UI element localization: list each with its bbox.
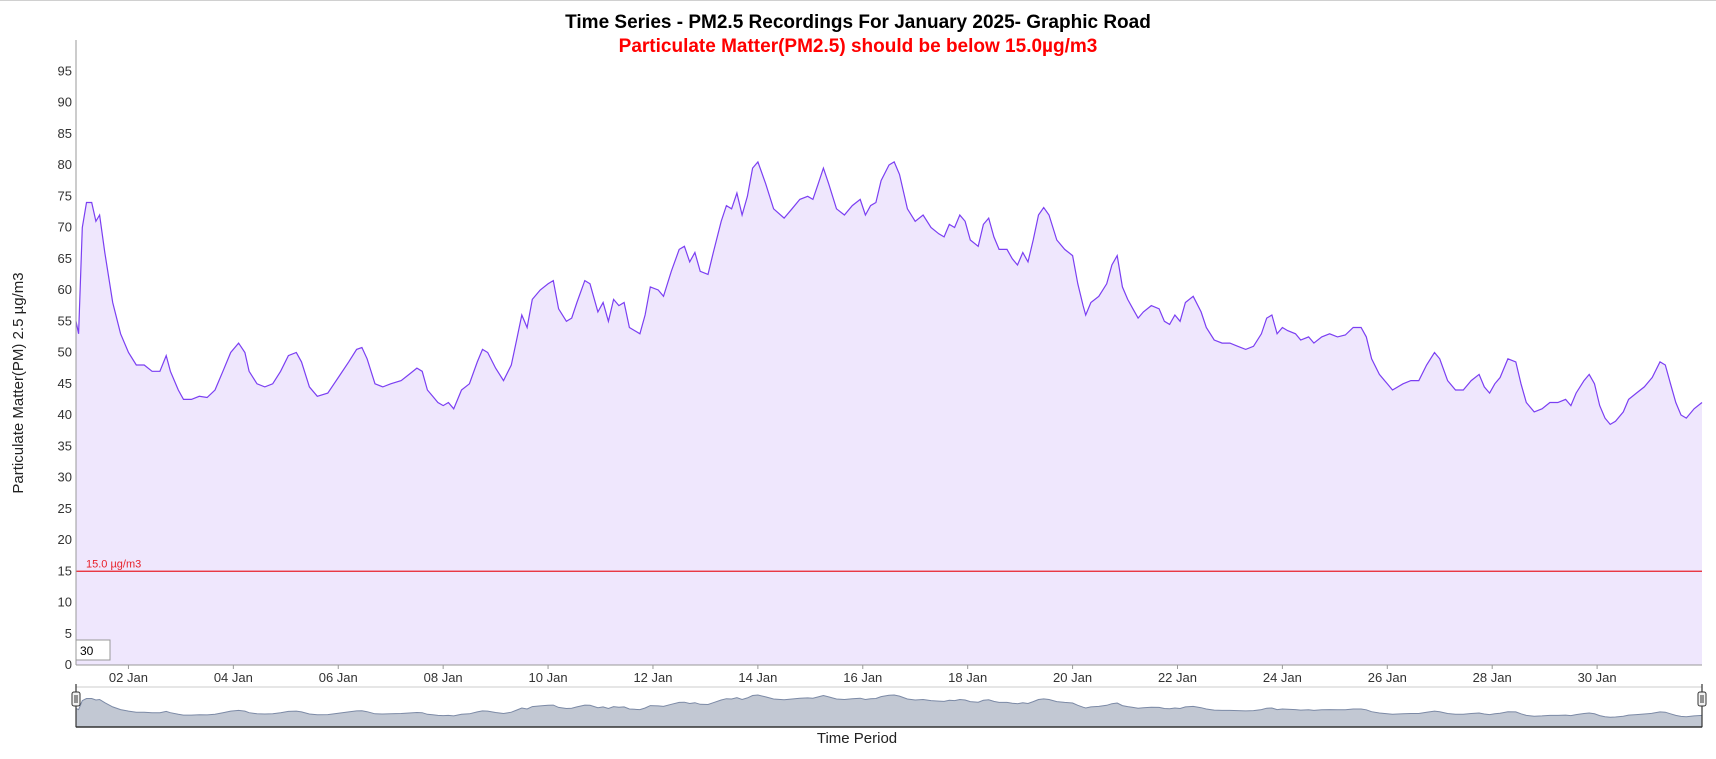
series-area [76, 161, 1702, 665]
y-tick-label: 10 [58, 595, 72, 610]
x-tick-label: 06 Jan [319, 670, 358, 685]
y-tick-label: 0 [65, 657, 72, 672]
y-tick-label: 30 [58, 470, 72, 485]
y-tick-label: 35 [58, 438, 72, 453]
y-tick-label: 65 [58, 251, 72, 266]
y-tick-label: 25 [58, 501, 72, 516]
y-tick-label: 55 [58, 313, 72, 328]
y-tick-label: 45 [58, 376, 72, 391]
threshold-label: 15.0 µg/m3 [86, 558, 141, 570]
x-tick-label: 24 Jan [1263, 670, 1302, 685]
y-axis-ticks: 0 5 10 15 20 25 30 35 40 45 50 55 60 65 70 75 80 85 90 95 [58, 63, 72, 672]
y-tick-label: 85 [58, 126, 72, 141]
y-tick-label: 90 [58, 95, 72, 110]
y-tick-label: 5 [65, 626, 72, 641]
y-tick-label: 70 [58, 220, 72, 235]
chart-title: Time Series - PM2.5 Recordings For Janua… [565, 12, 1151, 33]
y-tick-label: 15 [58, 563, 72, 578]
x-tick-label: 22 Jan [1158, 670, 1197, 685]
navigator-left-handle[interactable] [71, 691, 81, 707]
x-tick-label: 26 Jan [1368, 670, 1407, 685]
x-tick-label: 20 Jan [1053, 670, 1092, 685]
x-tick-label: 08 Jan [424, 670, 463, 685]
x-tick-label: 16 Jan [843, 670, 882, 685]
x-tick-label: 14 Jan [738, 670, 777, 685]
y-tick-label: 20 [58, 532, 72, 547]
y-tick-label: 80 [58, 157, 72, 172]
top-border [0, 0, 1716, 1]
x-axis-title: Time Period [817, 730, 897, 747]
y-tick-label: 60 [58, 282, 72, 297]
x-tick-label: 18 Jan [948, 670, 987, 685]
x-tick-label: 30 Jan [1578, 670, 1617, 685]
y-tick-label: 40 [58, 407, 72, 422]
range-selector-input[interactable]: 30 [75, 639, 111, 661]
x-tick-label: 10 Jan [529, 670, 568, 685]
navigator-right-handle[interactable] [1697, 691, 1707, 707]
navigator-series-area [75, 694, 1703, 728]
x-tick-label: 12 Jan [633, 670, 672, 685]
y-tick-label: 75 [58, 188, 72, 203]
y-axis-title: Particulate Matter(PM) 2.5 µg/m3 [10, 272, 27, 493]
x-tick-label: 28 Jan [1473, 670, 1512, 685]
x-axis-ticks: 02 Jan 04 Jan 06 Jan 08 Jan 10 Jan 12 Jan 14 J… [109, 665, 1617, 685]
navigator[interactable] [71, 684, 1707, 728]
x-tick-label: 02 Jan [109, 670, 148, 685]
y-tick-label: 50 [58, 345, 72, 360]
range-input-value: 30 [80, 644, 94, 658]
x-tick-label: 04 Jan [214, 670, 253, 685]
series-line [75, 160, 1703, 426]
chart-subtitle: Particulate Matter(PM2.5) should be belo… [619, 36, 1098, 57]
y-tick-label: 95 [58, 63, 72, 78]
range-input-box[interactable] [75, 639, 111, 661]
plot-area: 15.0 µg/m3 [75, 40, 1703, 666]
